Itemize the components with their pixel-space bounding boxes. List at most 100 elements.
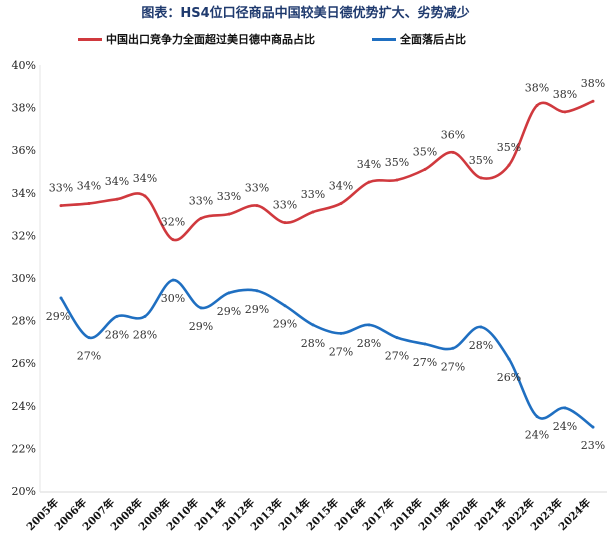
- legend-swatch-red: [78, 37, 102, 41]
- data-point: [451, 150, 455, 154]
- y-tick-label: 34%: [12, 187, 36, 200]
- data-point: [339, 201, 343, 205]
- data-label: 28%: [105, 328, 129, 341]
- data-point: [59, 204, 63, 208]
- data-point: [143, 194, 147, 198]
- data-point: [283, 304, 287, 308]
- data-label: 29%: [245, 303, 269, 316]
- data-point: [87, 201, 91, 205]
- data-point: [171, 278, 175, 282]
- data-label: 28%: [301, 337, 325, 350]
- data-point: [339, 331, 343, 335]
- data-point: [227, 212, 231, 216]
- data-point: [479, 176, 483, 180]
- y-tick-label: 22%: [12, 442, 36, 455]
- data-point: [395, 178, 399, 182]
- legend-label-blue: 全面落后占比: [400, 33, 466, 46]
- data-label: 28%: [357, 337, 381, 350]
- data-label: 29%: [189, 320, 213, 333]
- data-label: 30%: [161, 292, 185, 305]
- data-label: 27%: [385, 350, 409, 363]
- data-label: 29%: [46, 310, 70, 323]
- data-label: 28%: [469, 339, 493, 352]
- y-tick-label: 20%: [12, 485, 36, 498]
- data-label: 33%: [217, 190, 241, 203]
- data-label: 34%: [133, 172, 157, 185]
- data-point: [311, 210, 315, 214]
- data-point: [507, 163, 511, 167]
- data-label: 27%: [77, 350, 101, 363]
- data-point: [199, 216, 203, 220]
- data-label: 34%: [77, 179, 101, 192]
- data-point: [227, 291, 231, 295]
- data-label: 34%: [329, 179, 353, 192]
- data-point: [171, 238, 175, 242]
- y-tick-label: 36%: [12, 144, 36, 157]
- y-tick-label: 38%: [12, 102, 36, 115]
- data-point: [255, 289, 259, 293]
- legend-swatch-blue: [372, 37, 396, 41]
- data-label: 38%: [553, 88, 577, 101]
- y-tick-label: 28%: [12, 315, 36, 328]
- x-tick-label: 2024年: [556, 496, 594, 534]
- data-label: 27%: [441, 360, 465, 373]
- data-label: 38%: [525, 81, 549, 94]
- data-point: [423, 167, 427, 171]
- data-label: 33%: [273, 199, 297, 212]
- data-point: [479, 325, 483, 329]
- data-label: 33%: [189, 194, 213, 207]
- data-point: [535, 414, 539, 418]
- data-point: [367, 323, 371, 327]
- data-point: [199, 306, 203, 310]
- data-label: 27%: [329, 345, 353, 358]
- data-point: [395, 336, 399, 340]
- data-label: 24%: [553, 420, 577, 433]
- data-label: 35%: [469, 154, 493, 167]
- data-point: [87, 336, 91, 340]
- data-point: [535, 103, 539, 107]
- data-point: [507, 357, 511, 361]
- data-point: [451, 346, 455, 350]
- data-point: [143, 314, 147, 318]
- series-line-1: [59, 278, 594, 429]
- data-point: [563, 406, 567, 410]
- series-line-0: [60, 99, 594, 242]
- data-point: [563, 110, 567, 114]
- data-label: 24%: [525, 428, 549, 441]
- data-point: [115, 197, 119, 201]
- data-point: [591, 99, 595, 103]
- data-label: 38%: [581, 77, 605, 90]
- data-label: 33%: [49, 182, 73, 195]
- data-label: 36%: [441, 128, 465, 141]
- data-label: 35%: [385, 156, 409, 169]
- y-tick-label: 32%: [12, 229, 36, 242]
- data-point: [255, 204, 259, 208]
- data-point: [115, 314, 119, 318]
- data-point: [423, 342, 427, 346]
- data-point: [311, 323, 315, 327]
- legend-item-red: 中国出口竞争力全面超过美日德中商品占比: [78, 31, 315, 47]
- data-label: 27%: [413, 356, 437, 369]
- data-label: 33%: [301, 188, 325, 201]
- data-label: 34%: [105, 175, 129, 188]
- data-label: 33%: [245, 182, 269, 195]
- data-label: 34%: [357, 158, 381, 171]
- legend-item-blue: 全面落后占比: [372, 31, 466, 47]
- y-tick-label: 26%: [12, 357, 36, 370]
- data-label: 26%: [497, 371, 521, 384]
- legend-label-red: 中国出口竞争力全面超过美日德中商品占比: [106, 33, 315, 46]
- data-label: 35%: [497, 141, 521, 154]
- y-tick-label: 40%: [12, 59, 36, 72]
- data-point: [591, 425, 595, 429]
- y-tick-label: 30%: [12, 272, 36, 285]
- chart-title: 图表：HS4位口径商品中国较美日德优势扩大、劣势减少: [141, 6, 470, 21]
- data-label: 23%: [581, 439, 605, 452]
- data-point: [367, 180, 371, 184]
- data-label: 32%: [161, 216, 185, 229]
- data-label: 35%: [413, 145, 437, 158]
- data-label: 29%: [273, 318, 297, 331]
- data-label: 28%: [133, 328, 157, 341]
- y-tick-label: 24%: [12, 400, 36, 413]
- data-label: 29%: [217, 305, 241, 318]
